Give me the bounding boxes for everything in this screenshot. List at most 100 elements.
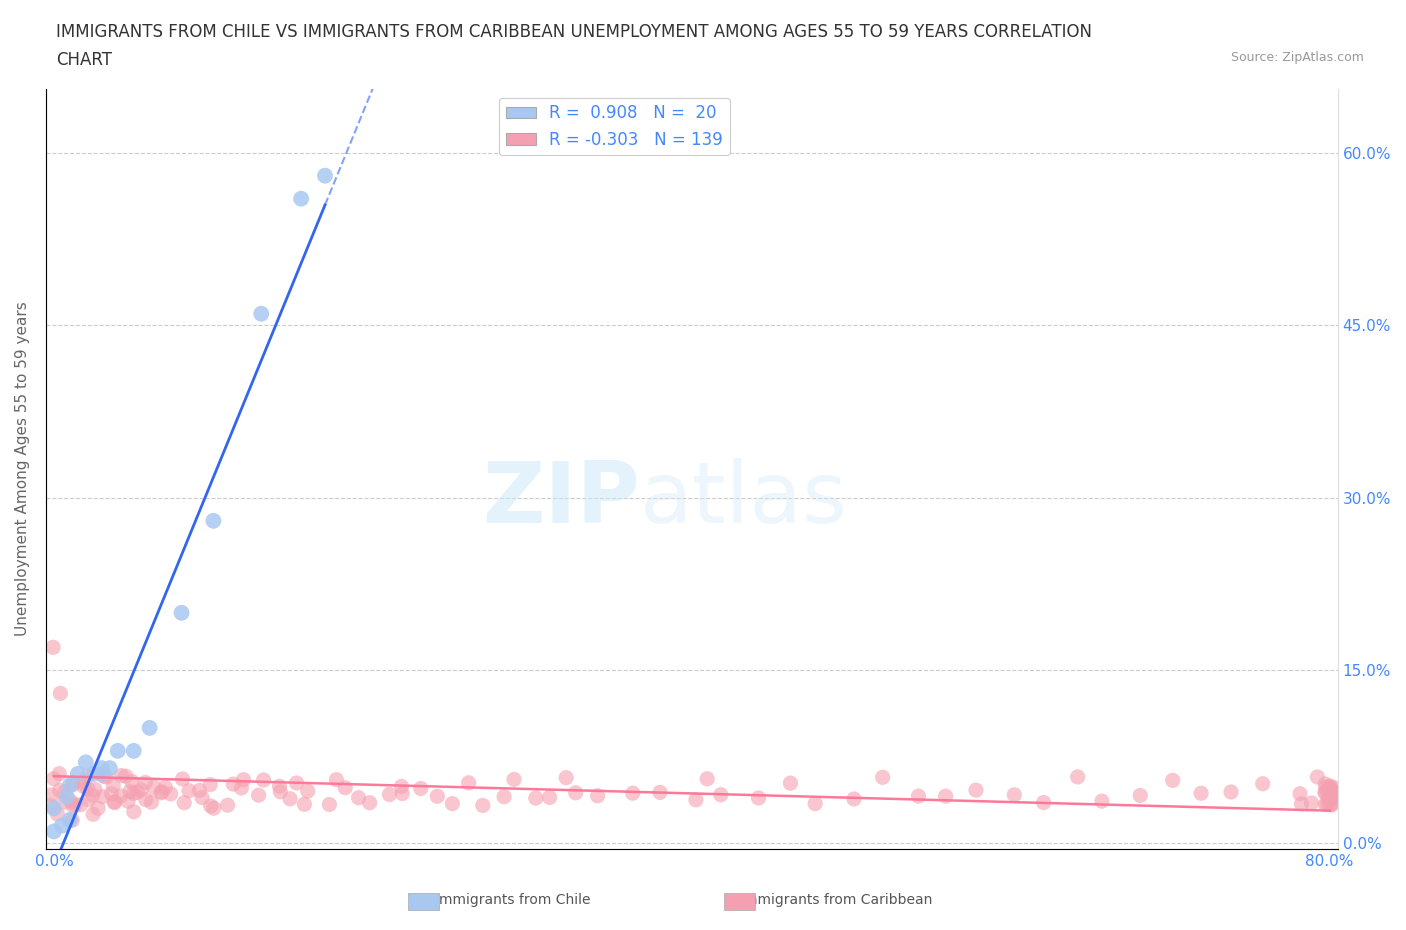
Point (83, 766, 105, 781)
Point (1091, 793, 1114, 808)
Point (1129, 788, 1152, 803)
Point (100, 787, 122, 802)
Point (555, 770, 578, 785)
Point (1316, 797, 1339, 812)
Point (90, 761, 112, 776)
Point (135, 792, 157, 807)
Point (120, 784, 142, 799)
Point (1319, 797, 1341, 812)
Point (314, 168, 336, 183)
Point (60, 813, 83, 828)
Point (231, 780, 253, 795)
Text: CHART: CHART (56, 51, 112, 69)
Point (52, 795, 75, 810)
Point (335, 780, 357, 795)
Point (87, 801, 110, 816)
Point (76, 769, 98, 784)
Point (409, 781, 432, 796)
Text: IMMIGRANTS FROM CHILE VS IMMIGRANTS FROM CARIBBEAN UNEMPLOYMENT AMONG AGES 55 TO: IMMIGRANTS FROM CHILE VS IMMIGRANTS FROM… (56, 23, 1092, 41)
Point (1032, 795, 1054, 810)
Point (1323, 780, 1346, 795)
Point (648, 785, 671, 800)
Point (59, 777, 82, 792)
Point (318, 797, 340, 812)
Point (1315, 777, 1337, 791)
Point (59, 793, 82, 808)
Point (965, 783, 987, 798)
Point (155, 780, 177, 795)
Point (104, 794, 127, 809)
Point (804, 796, 827, 811)
Point (110, 768, 132, 783)
Point (117, 794, 139, 809)
Point (586, 789, 609, 804)
Point (114, 769, 136, 784)
Point (285, 776, 308, 790)
Point (217, 798, 239, 813)
Point (1322, 790, 1344, 805)
Point (110, 789, 132, 804)
Point (1289, 786, 1312, 801)
Point (1313, 785, 1336, 800)
Point (70, 775, 93, 790)
Point (621, 786, 644, 801)
Text: Immigrants from Chile: Immigrants from Chile (436, 893, 591, 907)
Point (66, 766, 89, 781)
Point (1066, 769, 1088, 784)
Point (1320, 788, 1343, 803)
Point (457, 776, 479, 790)
Point (685, 792, 707, 807)
Point (391, 779, 413, 794)
Point (1319, 789, 1341, 804)
Point (1317, 783, 1340, 798)
Point (172, 772, 194, 787)
Point (63, 797, 86, 812)
Point (1320, 797, 1343, 812)
Point (107, 743, 129, 758)
Point (1189, 786, 1212, 801)
Point (121, 774, 143, 789)
Point (202, 801, 225, 816)
Point (269, 779, 291, 794)
Point (250, 306, 273, 321)
Point (200, 799, 222, 814)
Point (1306, 769, 1329, 784)
Point (42, 771, 65, 786)
Point (710, 788, 733, 803)
Point (51, 818, 73, 833)
Point (134, 775, 156, 790)
Point (842, 791, 865, 806)
Point (143, 779, 166, 794)
Point (1317, 790, 1340, 805)
Point (471, 798, 494, 813)
Point (391, 786, 413, 801)
Point (696, 771, 718, 786)
Point (62, 775, 84, 790)
Point (46, 806, 69, 821)
Point (55, 790, 77, 804)
Point (77, 792, 100, 807)
Text: atlas: atlas (640, 458, 848, 541)
Point (1320, 781, 1343, 796)
Point (1317, 779, 1340, 794)
Point (347, 790, 370, 805)
Point (73, 779, 96, 794)
Point (93, 769, 115, 784)
Point (1161, 773, 1184, 788)
Point (39, 798, 62, 813)
Point (278, 791, 301, 806)
Point (84, 782, 107, 797)
Point (292, 797, 315, 812)
Point (1323, 785, 1346, 800)
Point (426, 789, 449, 804)
Point (247, 788, 270, 803)
Point (39, 788, 62, 803)
Point (747, 790, 769, 805)
Point (94, 769, 117, 784)
Point (191, 790, 214, 805)
Point (59, 813, 82, 828)
Point (935, 789, 957, 804)
Point (297, 784, 319, 799)
Point (122, 804, 145, 819)
Point (62, 798, 84, 813)
